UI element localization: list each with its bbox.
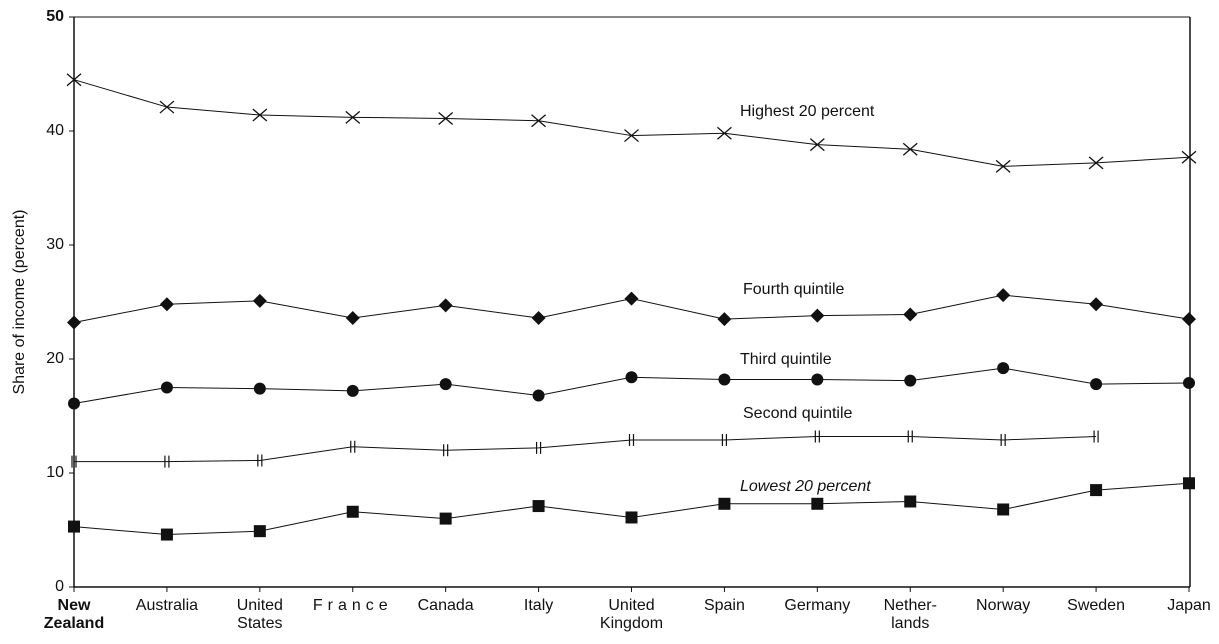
marker: [1090, 378, 1103, 391]
marker: [438, 111, 454, 125]
marker: [67, 315, 81, 330]
y-tick-label: 10: [46, 464, 64, 481]
marker: [814, 430, 820, 443]
marker: [257, 454, 263, 467]
marker: [902, 142, 918, 156]
marker: [68, 520, 80, 533]
marker: [346, 384, 359, 397]
y-tick-label: 20: [46, 350, 64, 367]
marker: [717, 312, 732, 327]
x-tick-label: Nether- lands: [883, 597, 937, 632]
marker: [253, 382, 266, 395]
marker: [903, 307, 918, 322]
y-tick-label: 50: [46, 8, 64, 25]
marker: [718, 497, 731, 510]
marker: [443, 444, 449, 457]
x-tick-label: United States: [236, 597, 283, 632]
series-line: [73, 79, 1190, 167]
series-label: Second quintile: [743, 405, 853, 422]
marker: [624, 129, 639, 143]
marker: [1181, 150, 1197, 164]
x-tick-label: Canada: [417, 597, 474, 614]
series-label: Third quintile: [740, 351, 832, 368]
marker: [531, 114, 547, 128]
x-tick-label: New Zealand: [43, 597, 105, 632]
marker: [68, 397, 80, 410]
marker: [625, 511, 638, 524]
marker: [164, 455, 170, 468]
marker: [1183, 477, 1195, 490]
marker: [721, 433, 728, 446]
series-label: Highest 20 percent: [740, 103, 875, 120]
marker: [1090, 484, 1103, 497]
marker: [1183, 376, 1195, 389]
marker: [439, 378, 452, 391]
marker: [907, 430, 913, 443]
series-line: [73, 482, 1190, 536]
marker: [532, 389, 545, 402]
marker: [350, 440, 356, 453]
marker: [345, 110, 361, 124]
marker: [438, 298, 453, 313]
series-label: Fourth quintile: [743, 281, 844, 298]
marker: [253, 525, 266, 538]
marker: [252, 293, 267, 308]
marker: [1088, 156, 1104, 170]
series-line: [74, 436, 1097, 463]
marker: [160, 381, 173, 394]
x-tick-label: Sweden: [1067, 597, 1125, 614]
x-tick-label: Italy: [523, 597, 554, 614]
marker: [625, 371, 638, 384]
marker: [904, 495, 917, 508]
x-tick-label: Norway: [976, 597, 1031, 614]
marker: [439, 512, 452, 525]
marker: [345, 310, 360, 325]
marker: [624, 291, 639, 306]
x-tick-label: Spain: [703, 597, 745, 614]
marker: [346, 505, 359, 518]
marker: [160, 528, 173, 541]
marker: [995, 159, 1011, 173]
x-tick-label: Australia: [135, 597, 199, 614]
marker: [1093, 430, 1099, 443]
marker: [811, 497, 824, 510]
marker: [159, 297, 174, 312]
marker: [628, 433, 635, 446]
marker: [66, 73, 82, 87]
x-tick-label: France: [312, 597, 393, 614]
marker: [809, 138, 825, 152]
marker: [904, 374, 917, 387]
marker: [71, 455, 77, 468]
x-tick-label: United Kingdom: [599, 597, 664, 632]
marker: [1089, 297, 1104, 312]
marker: [996, 288, 1011, 303]
marker: [535, 441, 542, 454]
series-label: Lowest 20 percent: [740, 478, 871, 495]
marker: [1000, 433, 1006, 446]
marker: [997, 362, 1010, 375]
y-tick-label: 30: [46, 236, 64, 253]
y-axis-label: Share of income (percent): [11, 210, 28, 395]
marker: [811, 373, 824, 386]
marker: [159, 100, 175, 114]
marker: [716, 126, 732, 140]
x-tick-label: Japan: [1167, 597, 1211, 614]
y-tick-label: 40: [46, 122, 64, 139]
marker: [1182, 312, 1196, 327]
marker: [532, 500, 545, 513]
marker: [531, 310, 546, 325]
marker: [718, 373, 731, 386]
y-tick-label: 0: [55, 578, 64, 595]
marker: [997, 503, 1010, 516]
marker: [810, 308, 825, 323]
x-tick-label: Germany: [784, 597, 851, 614]
marker: [252, 108, 268, 122]
